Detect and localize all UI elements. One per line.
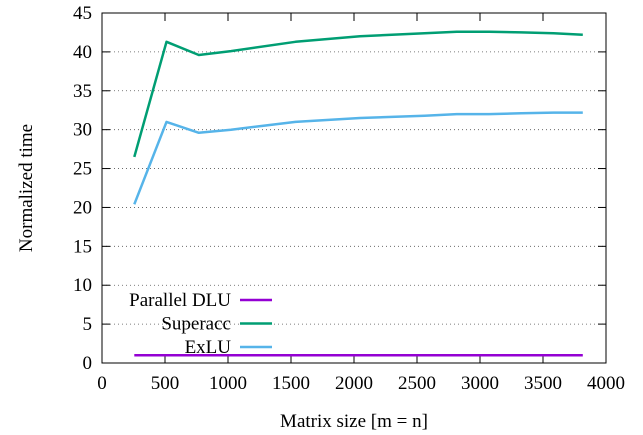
grid-lines — [102, 51, 606, 325]
y-tick-label: 40 — [73, 42, 92, 63]
y-tick-label: 30 — [73, 120, 92, 141]
axis-ticks: 0 5 10 15 20 25 30 35 40 45 0 500 1000 1500 2000 2500 30… — [73, 3, 625, 394]
y-tick-label: 45 — [73, 3, 92, 24]
y-axis-title: Normalized time — [16, 124, 37, 252]
y-tick-label: 25 — [73, 159, 92, 180]
y-tick-label: 10 — [73, 275, 92, 296]
legend-label-parallel-dlu: Parallel DLU — [129, 290, 231, 311]
x-tick-label: 1000 — [209, 373, 247, 394]
y-tick-label: 15 — [73, 236, 92, 257]
y-tick-label: 20 — [73, 197, 92, 218]
series-line-superacc — [133, 30, 583, 158]
legend-label-superacc: Superacc — [161, 314, 231, 335]
legend-label-exlu: ExLU — [185, 337, 232, 358]
x-tick-label: 0 — [97, 373, 107, 394]
x-tick-label: 1500 — [272, 373, 310, 394]
x-tick-label: 3000 — [461, 373, 499, 394]
x-axis-title: Matrix size [m = n] — [280, 411, 428, 432]
x-tick-label: 500 — [151, 373, 180, 394]
y-tick-label: 0 — [83, 353, 93, 374]
series-layer — [133, 30, 583, 357]
y-tick-label: 35 — [73, 81, 92, 102]
x-tick-label: 3500 — [524, 373, 562, 394]
series-line-exlu — [133, 111, 583, 205]
x-tick-label: 2500 — [398, 373, 436, 394]
x-tick-label: 2000 — [335, 373, 373, 394]
x-tick-label: 4000 — [587, 373, 625, 394]
y-tick-label: 5 — [83, 314, 93, 335]
